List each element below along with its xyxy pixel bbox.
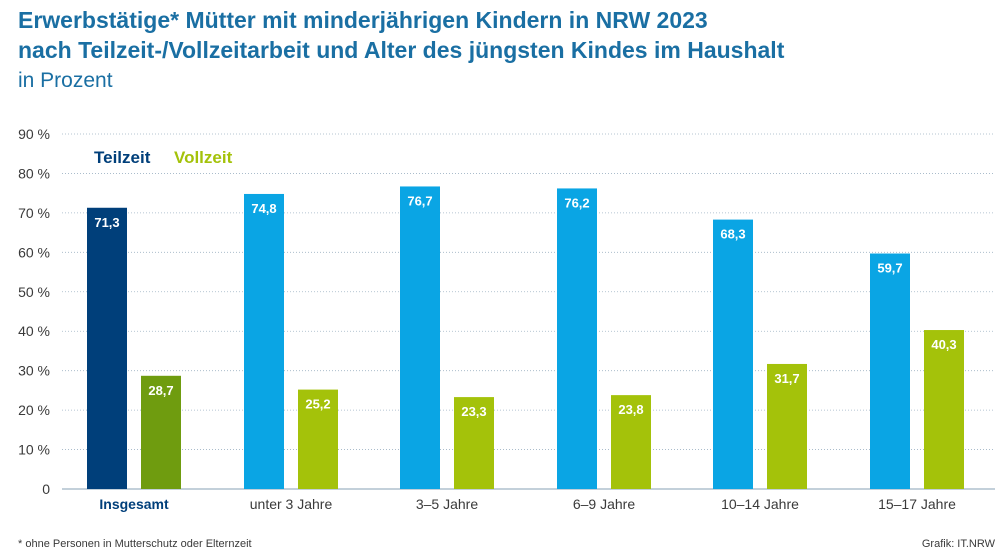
x-tick-label: 10–14 Jahre [721,496,799,512]
teilzeit-bar [87,207,127,489]
x-tick-label: 3–5 Jahre [416,496,478,512]
y-tick-label: 40 % [18,323,50,339]
y-tick-label: 70 % [18,205,50,221]
teilzeit-bar [870,253,910,489]
bar-value-label: 31,7 [774,371,799,386]
bar-value-label: 25,2 [305,397,330,412]
bar-value-label: 23,3 [461,404,486,419]
teilzeit-bar [713,219,753,489]
footnote: * ohne Personen in Mutterschutz oder Elt… [18,538,252,550]
bar-value-label: 74,8 [251,201,276,216]
x-tick-label: 15–17 Jahre [878,496,956,512]
vollzeit-bar [298,389,338,489]
bar-value-label: 40,3 [931,337,956,352]
y-tick-label: 30 % [18,363,50,379]
bar-value-label: 76,7 [407,193,432,208]
teilzeit-bar [557,188,597,489]
chart-title-line1: Erwerbstätige* Mütter mit minderjährigen… [18,7,708,33]
teilzeit-bar [244,193,284,489]
bar-value-label: 23,8 [618,402,643,417]
chart-subtitle: in Prozent [18,69,113,92]
x-tick-label: 6–9 Jahre [573,496,635,512]
y-tick-label: 0 [42,481,50,497]
chart-title-line2: nach Teilzeit-/Vollzeitarbeit und Alter … [18,37,785,63]
x-tick-label: Insgesamt [99,496,169,512]
vollzeit-bar [924,330,964,489]
bar-value-label: 59,7 [877,261,902,276]
vollzeit-bar [454,397,494,489]
y-tick-label: 50 % [18,284,50,300]
vollzeit-bar [767,363,807,489]
vollzeit-bar [141,375,181,489]
teilzeit-bar [400,186,440,489]
y-tick-label: 80 % [18,165,50,181]
x-tick-label: unter 3 Jahre [250,496,333,512]
legend-vollzeit: Vollzeit [174,148,233,167]
bar-value-label: 68,3 [720,227,745,242]
bar-value-label: 76,2 [564,195,589,210]
y-tick-label: 90 % [18,126,50,142]
vollzeit-bar [611,395,651,489]
legend-teilzeit: Teilzeit [94,148,151,167]
y-tick-label: 20 % [18,402,50,418]
y-tick-label: 60 % [18,244,50,260]
bar-value-label: 28,7 [148,383,173,398]
source-credit: Grafik: IT.NRW [921,538,995,550]
y-tick-label: 10 % [18,442,50,458]
bar-value-label: 71,3 [94,215,119,230]
